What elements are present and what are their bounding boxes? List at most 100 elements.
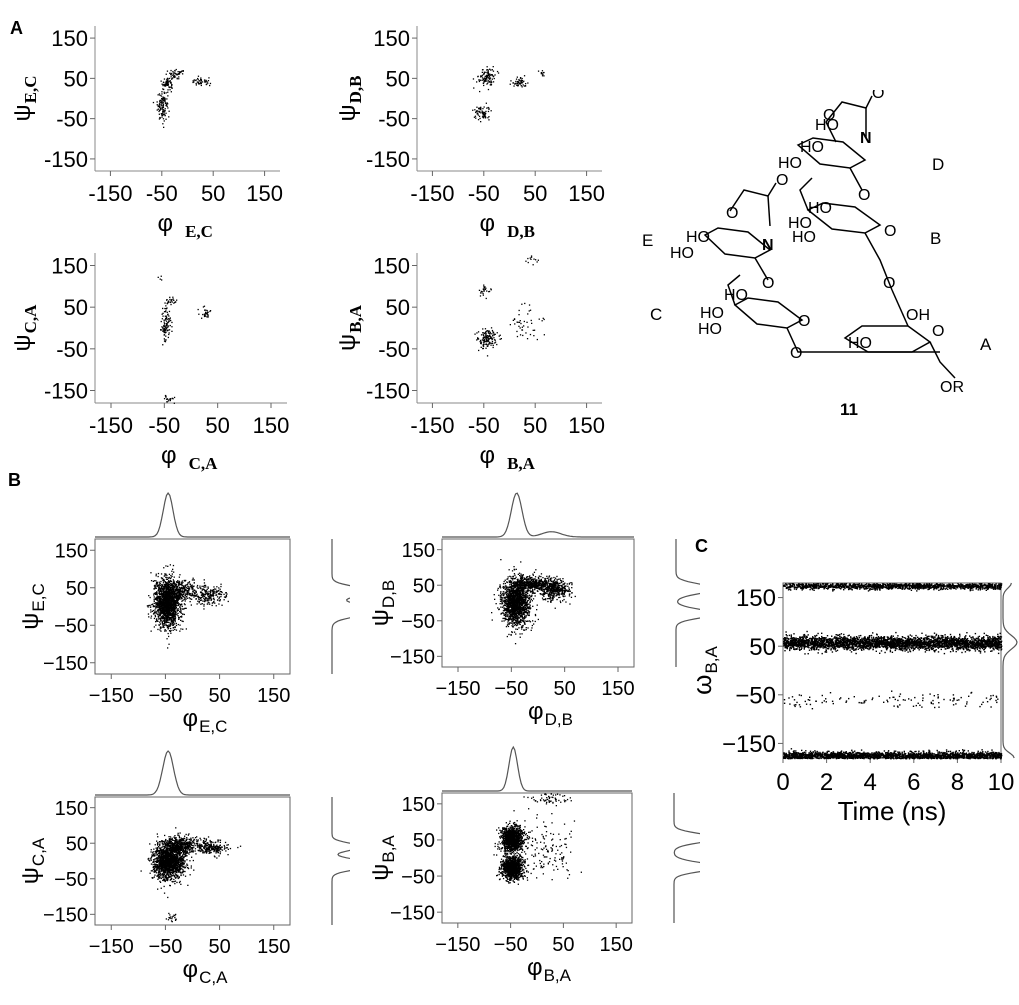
scatter-point-b2-1207 xyxy=(513,611,515,613)
scatter-point-a2-100 xyxy=(490,84,492,86)
scatter-point-a4-158 xyxy=(490,288,492,290)
scatter-point-b2-1487 xyxy=(508,609,511,612)
scatter-point-b1-731 xyxy=(174,590,176,592)
scatter-point-a4-2 xyxy=(491,333,493,335)
x-axis-label-a1: φ E,C xyxy=(158,210,213,241)
scatter-point-a4-218 xyxy=(536,261,538,263)
scatter-point-b1-906 xyxy=(169,594,171,596)
scatter-point-a1-11 xyxy=(170,81,172,83)
scatter-point-b2-430 xyxy=(512,577,514,579)
scatter-point-b2-1730 xyxy=(537,588,539,590)
scatter-point-b2-746 xyxy=(509,588,511,591)
y-tick-label-a4-1: 50 xyxy=(386,295,410,320)
scatter-point-b1-1060 xyxy=(164,601,167,603)
scatter-point-b1-421 xyxy=(159,629,161,631)
scatter-point-b2-158 xyxy=(504,579,506,581)
scatter-point-b2-952 xyxy=(509,606,511,608)
scatter-point-b2-1146 xyxy=(531,591,533,593)
scatter-point-a3-26 xyxy=(165,335,167,337)
scatter-point-b1-1156 xyxy=(163,606,165,608)
scatter-point-a1-93 xyxy=(167,103,169,105)
scatter-point-b2-1427 xyxy=(514,613,517,615)
scatter-point-b2-1766 xyxy=(538,580,540,582)
scatter-point-b1-1673 xyxy=(186,587,189,589)
scatter-point-b1-2071 xyxy=(200,603,202,605)
scatter-point-b2-1119 xyxy=(506,599,509,601)
scatter-point-b1-1506 xyxy=(164,604,166,606)
scatter-point-b1-1735 xyxy=(186,592,188,594)
scatter-point-b2-1443 xyxy=(503,601,505,603)
scatter-point-b2-1580 xyxy=(526,589,528,591)
scatter-point-b2-1123 xyxy=(518,603,521,605)
scatter-point-b1-1992 xyxy=(203,586,205,588)
scatter-point-a4-170 xyxy=(536,338,538,341)
scatter-point-a4-162 xyxy=(483,284,485,286)
scatter-point-a1-230 xyxy=(195,79,197,81)
y-axis-label-group-b1: ψE,C xyxy=(17,583,48,629)
scatter-point-b2-1455 xyxy=(512,604,514,606)
scatter-point-a2-84 xyxy=(485,76,488,79)
scatter-point-b1-601 xyxy=(158,599,160,601)
scatter-point-b1-1651 xyxy=(160,600,162,602)
scatter-point-b1-1744 xyxy=(165,593,167,596)
scatter-point-b1-686 xyxy=(160,597,162,599)
y-tick-label-a3-2: -50 xyxy=(56,337,88,362)
scatter-point-b2-765 xyxy=(502,599,504,601)
scatter-point-b2-1106 xyxy=(507,591,509,593)
scatter-point-b1-1986 xyxy=(204,589,206,592)
scatter-point-b1-597 xyxy=(181,616,183,618)
scatter-point-b2-1458 xyxy=(532,605,534,607)
scatter-point-b2-1278 xyxy=(518,623,520,625)
scatter-point-b1-994 xyxy=(152,613,155,615)
scatter-point-a1-224 xyxy=(173,76,175,79)
scatter-point-b1-2061 xyxy=(218,589,220,592)
plot-frame-b1 xyxy=(94,538,291,675)
scatter-point-a2-195 xyxy=(524,85,527,87)
scatter-point-b1-1702 xyxy=(177,581,179,583)
scatter-point-b1-342 xyxy=(165,623,167,625)
scatter-point-a1-148 xyxy=(162,88,164,90)
scatter-point-a1-240 xyxy=(206,81,208,83)
scatter-point-b1-1737 xyxy=(160,590,162,593)
scatter-point-b1-1031 xyxy=(153,596,155,598)
scatter-point-b1-1892 xyxy=(184,586,186,589)
scatter-point-b1-659 xyxy=(180,598,182,600)
scatter-point-b1-1909 xyxy=(209,597,211,599)
scatter-point-b1-1864 xyxy=(175,592,177,594)
scatter-point-b1-1603 xyxy=(220,583,222,585)
scatter-point-b1-1195 xyxy=(179,616,182,618)
scatter-point-b2-756 xyxy=(507,608,509,611)
scatter-point-b1-1835 xyxy=(194,595,196,597)
scatter-point-a1-184 xyxy=(165,73,167,75)
scatter-point-b1-1784 xyxy=(183,598,185,601)
scatter-point-a1-150 xyxy=(158,93,161,95)
scatter-point-b1-1883 xyxy=(183,590,185,593)
scatter-point-a3-85 xyxy=(166,307,168,309)
scatter-point-a2-158 xyxy=(480,112,482,114)
x-axis-label-a4: φ B,A xyxy=(480,442,536,473)
scatter-point-b2-1689 xyxy=(538,579,540,581)
x-tick-label-a4-3: 150 xyxy=(568,413,605,438)
scatter-point-b1-1289 xyxy=(158,608,160,611)
scatter-point-b1-1434 xyxy=(167,613,169,615)
scatter-point-b1-25 xyxy=(154,614,156,616)
scatter-point-b1-349 xyxy=(169,630,171,633)
scatter-point-a2-94 xyxy=(485,75,487,77)
scatter-point-b2-1289 xyxy=(525,590,527,592)
scatter-point-b1-1792 xyxy=(175,581,178,583)
scatter-point-a4-215 xyxy=(530,256,533,258)
scatter-point-b2-181 xyxy=(514,614,516,616)
scatter-point-a4-210 xyxy=(530,258,532,260)
scatter-point-b2-195 xyxy=(515,568,517,570)
scatter-point-b2-1171 xyxy=(522,600,524,602)
scatter-point-b1-1764 xyxy=(186,583,189,585)
scatter-point-b1-1918 xyxy=(202,593,204,595)
scatter-point-b2-1192 xyxy=(518,599,520,601)
scatter-point-b2-1044 xyxy=(519,600,521,602)
scatter-point-b2-1074 xyxy=(520,621,522,623)
scatter-point-b1-1039 xyxy=(147,606,149,608)
scatter-point-a1-167 xyxy=(159,100,161,102)
scatter-point-b1-1598 xyxy=(174,604,176,606)
scatter-point-b1-1256 xyxy=(165,589,167,591)
